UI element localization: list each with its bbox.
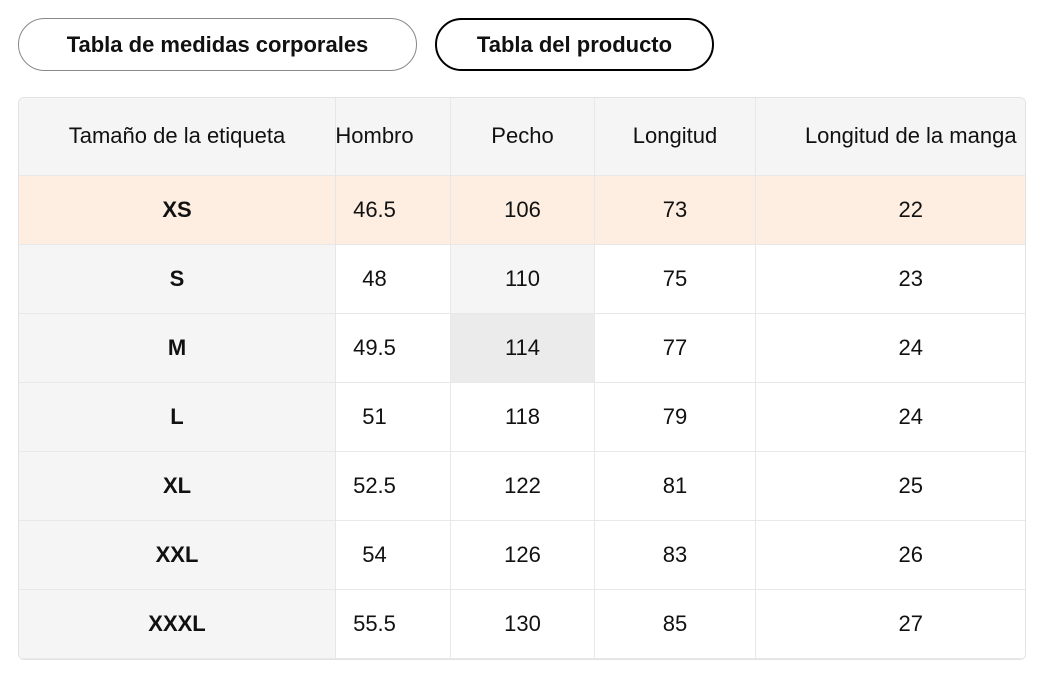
- row: 48 110 75 23: [336, 244, 1025, 314]
- cell: 54: [336, 520, 451, 590]
- cell: 81: [594, 451, 756, 521]
- cell: S: [19, 244, 335, 314]
- cell: 52.5: [336, 451, 451, 521]
- cell: 118: [450, 382, 595, 452]
- header-cell: Longitud de la manga: [755, 98, 1025, 176]
- cell: XXXL: [19, 589, 335, 659]
- row: XXXL: [19, 589, 335, 659]
- cell: 26: [755, 520, 1025, 590]
- cell: 27: [755, 589, 1025, 659]
- cell: 79: [594, 382, 756, 452]
- cell: 130: [450, 589, 595, 659]
- row: 51 118 79 24: [336, 382, 1025, 452]
- cell: 46.5: [336, 175, 451, 245]
- cell: 114: [450, 313, 595, 383]
- table: Hombro Pecho Longitud Longitud de la manga 4…: [336, 98, 1025, 659]
- tab-product-table[interactable]: Tabla del producto: [435, 18, 714, 71]
- cell: 126: [450, 520, 595, 590]
- cell: 49.5: [336, 313, 451, 383]
- cell: 85: [594, 589, 756, 659]
- cell: 73: [594, 175, 756, 245]
- cell: XL: [19, 451, 335, 521]
- size-table: Tamaño de la etiqueta XS S M L XL XXL XXXL Homb…: [18, 97, 1026, 660]
- table: Tamaño de la etiqueta XS S M L XL XXL XXXL: [19, 98, 335, 659]
- cell: 22: [755, 175, 1025, 245]
- row: XL: [19, 451, 335, 521]
- scroll-area: Hombro Pecho Longitud Longitud de la manga 4…: [335, 98, 1025, 659]
- header-cell: Hombro: [336, 98, 451, 176]
- cell: 110: [450, 244, 595, 314]
- row: 49.5 114 77 24: [336, 313, 1025, 383]
- header-row: Hombro Pecho Longitud Longitud de la manga: [336, 98, 1025, 176]
- cell: 106: [450, 175, 595, 245]
- cell: 55.5: [336, 589, 451, 659]
- row: L: [19, 382, 335, 452]
- cell: XXL: [19, 520, 335, 590]
- cell: XS: [19, 175, 335, 245]
- cell: 24: [755, 313, 1025, 383]
- cell: 83: [594, 520, 756, 590]
- cell: 51: [336, 382, 451, 452]
- header-row: Tamaño de la etiqueta: [19, 98, 335, 176]
- cell: 122: [450, 451, 595, 521]
- row: 52.5 122 81 25: [336, 451, 1025, 521]
- row: 54 126 83 26: [336, 520, 1025, 590]
- cell: 48: [336, 244, 451, 314]
- cell: 75: [594, 244, 756, 314]
- cell: 24: [755, 382, 1025, 452]
- cell: M: [19, 313, 335, 383]
- header-cell: Pecho: [450, 98, 595, 176]
- row: 46.5 106 73 22: [336, 175, 1025, 245]
- cell: 23: [755, 244, 1025, 314]
- cell: 77: [594, 313, 756, 383]
- row: 55.5 130 85 27: [336, 589, 1025, 659]
- row: S: [19, 244, 335, 314]
- header-cell: Longitud: [594, 98, 756, 176]
- cell: 25: [755, 451, 1025, 521]
- row: XXL: [19, 520, 335, 590]
- header-cell: Tamaño de la etiqueta: [19, 98, 335, 176]
- cell: L: [19, 382, 335, 452]
- row: XS: [19, 175, 335, 245]
- row: M: [19, 313, 335, 383]
- tab-body-measurements[interactable]: Tabla de medidas corporales: [18, 18, 417, 71]
- fixed-column: Tamaño de la etiqueta XS S M L XL XXL XXXL: [19, 98, 335, 659]
